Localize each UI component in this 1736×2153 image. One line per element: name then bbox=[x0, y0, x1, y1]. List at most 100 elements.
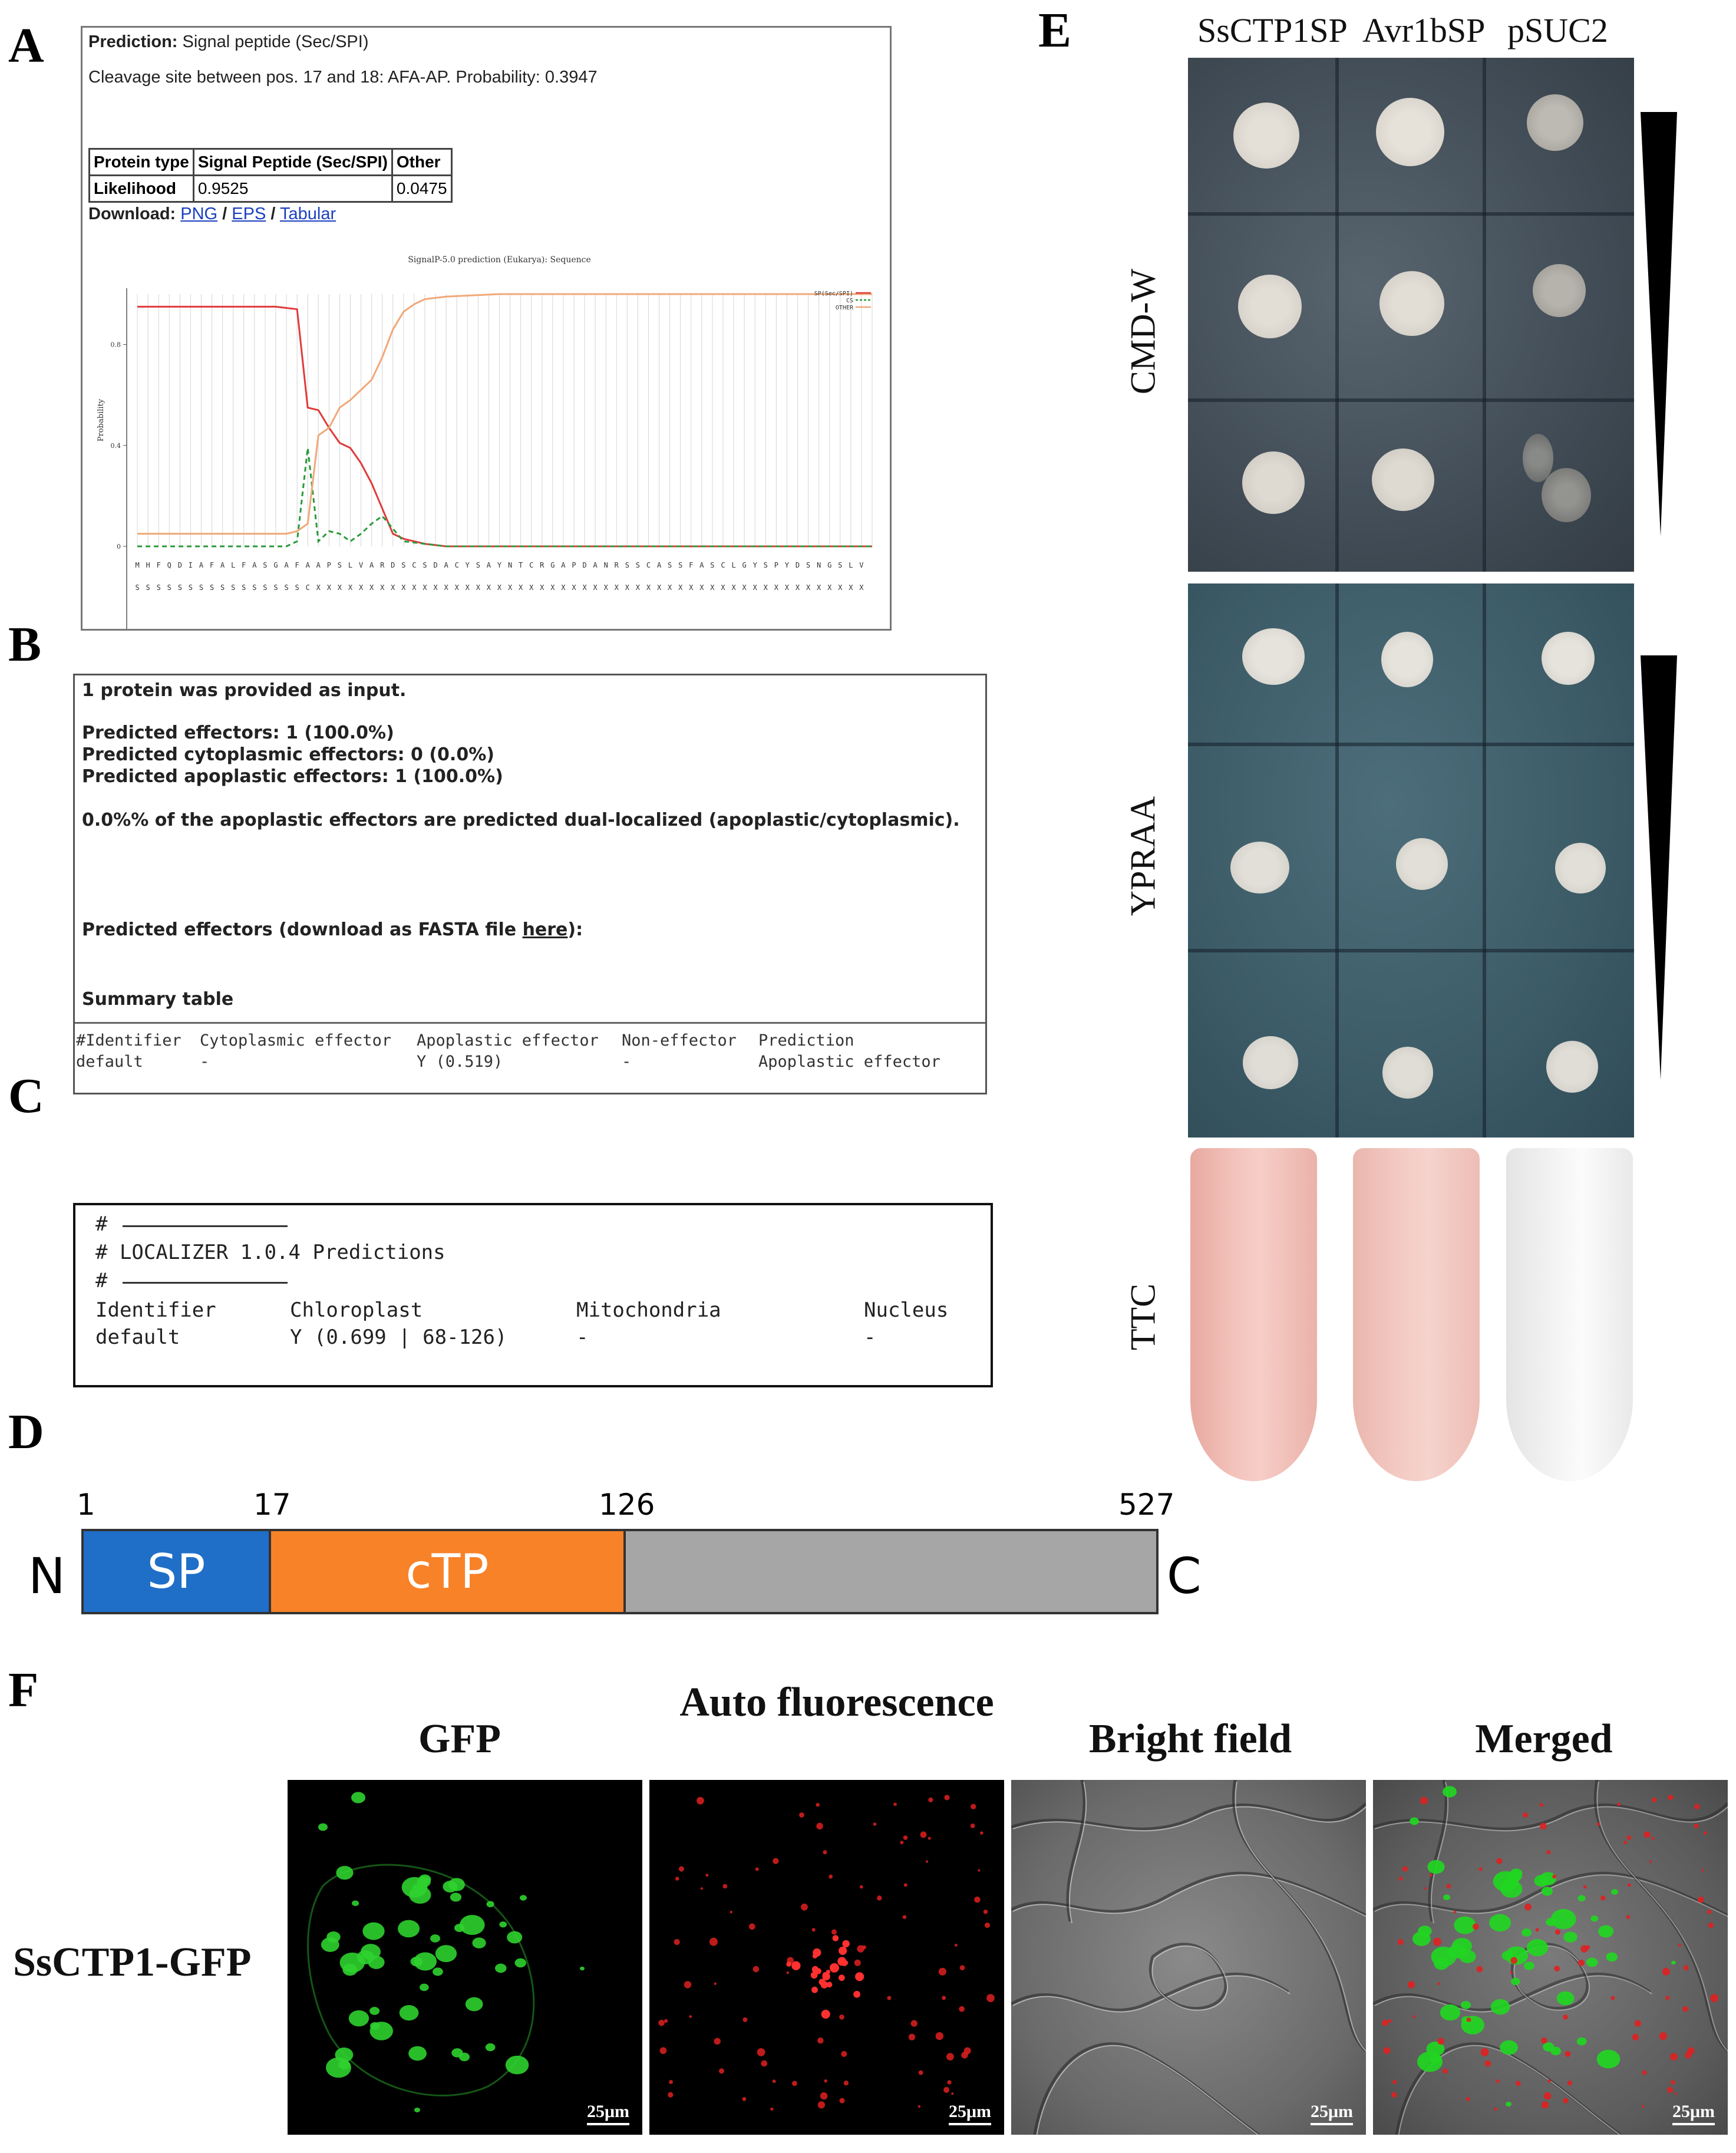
sequence-state: S bbox=[284, 583, 288, 592]
chloroplast-autofluorescence bbox=[829, 1874, 833, 1879]
chloroplast-autofluorescence bbox=[1667, 2086, 1674, 2093]
yeast-colony bbox=[1542, 468, 1591, 522]
chloroplast-autofluorescence bbox=[942, 1996, 946, 2000]
sequence-residue: D bbox=[796, 561, 800, 569]
n-terminus-label: N bbox=[28, 1547, 65, 1605]
cell-wall bbox=[1373, 1802, 1728, 1831]
sequence-residue: D bbox=[178, 561, 182, 569]
download-png-link[interactable]: PNG bbox=[180, 205, 218, 223]
summary-header: Non-effector bbox=[622, 1031, 737, 1050]
sequence-residue: F bbox=[157, 561, 161, 569]
chloroplast-autofluorescence bbox=[1626, 1835, 1632, 1840]
sequence-residue: L bbox=[231, 561, 235, 569]
sequence-residue: M bbox=[135, 561, 139, 569]
cell-wall bbox=[1011, 1871, 1366, 1917]
chloroplast-autofluorescence bbox=[925, 1860, 929, 1863]
chloroplast-autofluorescence bbox=[1651, 1837, 1655, 1840]
chloroplast-gfp bbox=[443, 1881, 458, 1893]
scale-bar: 25μm bbox=[1311, 2102, 1353, 2125]
chloroplast-autofluorescence bbox=[823, 1850, 827, 1855]
grid-line bbox=[1335, 583, 1339, 1138]
position-label: 527 bbox=[1118, 1488, 1175, 1522]
yeast-colony bbox=[1381, 632, 1433, 687]
header-bright-field: Bright field bbox=[1088, 1716, 1292, 1762]
sequence-residue: F bbox=[689, 561, 693, 569]
signalp-chart: SignalP-5.0 prediction (Eukarya): Sequen… bbox=[97, 255, 873, 629]
cell-wall-highlight bbox=[1036, 2045, 1259, 2135]
chloroplast-autofluorescence bbox=[984, 1923, 991, 1928]
chloroplast-autofluorescence bbox=[1392, 2080, 1397, 2084]
chloroplast-autofluorescence bbox=[1577, 1959, 1585, 1966]
chloroplast-gfp bbox=[417, 1876, 431, 1888]
cell-wall bbox=[1428, 1780, 1448, 1922]
chloroplast-gfp bbox=[1524, 1961, 1534, 1970]
chloroplast-gfp bbox=[1452, 1938, 1472, 1954]
chloroplast-autofluorescence bbox=[1641, 2105, 1645, 2108]
chloroplast-autofluorescence bbox=[816, 1803, 820, 1807]
sequence-state: X bbox=[615, 583, 619, 592]
yeast-colony bbox=[1533, 264, 1586, 317]
prediction-label: Prediction: bbox=[88, 32, 178, 51]
chloroplast-autofluorescence bbox=[748, 1923, 755, 1930]
chloroplast-gfp bbox=[1454, 1916, 1476, 1934]
sequence-state: X bbox=[636, 583, 641, 592]
localizer-title: # LOCALIZER 1.0.4 Predictions bbox=[95, 1241, 445, 1264]
sequence-state: X bbox=[444, 583, 449, 592]
chloroplast-gfp bbox=[472, 1937, 486, 1948]
cell-wall-highlight bbox=[1374, 1806, 1728, 1832]
chloroplast-autofluorescence bbox=[920, 1831, 927, 1838]
chloroplast-gfp bbox=[1500, 2040, 1518, 2055]
sequence-residue: R bbox=[615, 561, 619, 569]
summary-header: Prediction bbox=[758, 1031, 854, 1050]
sequence-state: S bbox=[199, 583, 203, 592]
yeast-colony bbox=[1527, 94, 1583, 151]
chloroplast-autofluorescence bbox=[1420, 1796, 1428, 1805]
sequence-state: X bbox=[433, 583, 438, 592]
chloroplast-autofluorescence bbox=[1547, 2079, 1551, 2083]
sequence-state: X bbox=[572, 583, 576, 592]
chloroplast-autofluorescence bbox=[829, 1963, 839, 1973]
sequence-state: X bbox=[391, 583, 395, 592]
localizer-cell: Y (0.699 | 68-126) bbox=[290, 1326, 507, 1349]
chloroplast-gfp bbox=[1522, 1928, 1532, 1937]
sequence-residue: R bbox=[380, 561, 385, 569]
sequence-state: X bbox=[550, 583, 555, 592]
chloroplast-gfp bbox=[351, 1792, 365, 1803]
position-label: 126 bbox=[599, 1488, 655, 1522]
chloroplast-autofluorescence bbox=[986, 1994, 995, 2002]
yeast-colony bbox=[1242, 628, 1305, 685]
fasta-here-link[interactable]: here bbox=[522, 919, 568, 940]
sequence-state: S bbox=[178, 583, 182, 592]
chloroplast-gfp bbox=[409, 1886, 431, 1904]
chloroplast-autofluorescence bbox=[700, 1887, 704, 1890]
summary-cell: - bbox=[200, 1053, 210, 1071]
table-header: Signal Peptide (Sec/SPI) bbox=[192, 148, 393, 176]
chloroplast-autofluorescence bbox=[773, 1858, 779, 1864]
chloroplast-autofluorescence bbox=[817, 2037, 824, 2044]
summary-cell: default bbox=[76, 1053, 143, 1071]
merged-image bbox=[1373, 1780, 1728, 2135]
rule-line bbox=[123, 1282, 288, 1284]
summary-cell: Y (0.519) bbox=[417, 1053, 503, 1071]
mature-protein-segment bbox=[623, 1529, 1159, 1614]
cell-wall-highlight bbox=[1513, 1945, 1590, 2011]
chloroplast-autofluorescence bbox=[1671, 2080, 1675, 2085]
sequence-state: X bbox=[689, 583, 694, 592]
chloroplast-autofluorescence bbox=[928, 1797, 933, 1802]
sequence-residue: A bbox=[699, 561, 704, 569]
chloroplast-autofluorescence bbox=[1583, 1885, 1587, 1889]
yeast-colony bbox=[1233, 103, 1299, 169]
y-tick-label: 0.8 bbox=[111, 341, 121, 349]
yeast-colony bbox=[1230, 842, 1289, 893]
chloroplast-autofluorescence bbox=[1539, 1803, 1543, 1807]
ypraa-plate bbox=[1188, 583, 1634, 1138]
sequence-state: X bbox=[561, 583, 566, 592]
chloroplast-gfp bbox=[1410, 1817, 1419, 1825]
download-eps-link[interactable]: EPS bbox=[232, 205, 266, 223]
chloroplast-autofluorescence bbox=[1685, 2052, 1692, 2059]
download-tabular-link[interactable]: Tabular bbox=[280, 205, 336, 223]
sequence-residue: N bbox=[817, 561, 821, 569]
localizer-cell: - bbox=[576, 1326, 589, 1349]
chloroplast-autofluorescence bbox=[1683, 1965, 1689, 1970]
sequence-state: S bbox=[231, 583, 235, 592]
